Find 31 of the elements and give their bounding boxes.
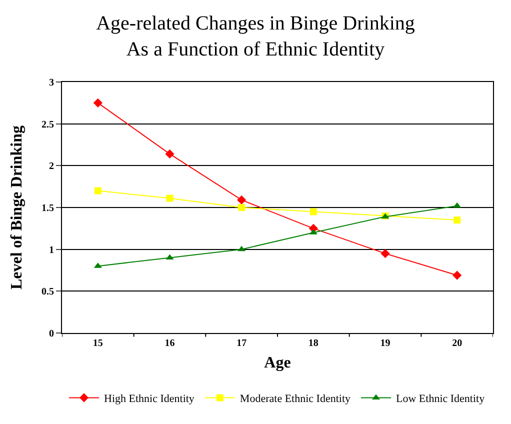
x-tick-label: 19 xyxy=(380,338,390,349)
point xyxy=(453,202,462,208)
point xyxy=(166,194,174,202)
x-tick-label: 15 xyxy=(92,338,103,349)
x-tick-label: 16 xyxy=(164,338,175,349)
chart-title: Age-related Changes in Binge Drinking As a Function of Ethnic Identity xyxy=(96,12,415,61)
point xyxy=(238,246,246,252)
point xyxy=(238,204,246,211)
legend-label: Low Ethnic Identity xyxy=(396,392,486,405)
y-tick-label: 1 xyxy=(49,244,54,256)
y-tick-label: 2.5 xyxy=(42,119,54,130)
point xyxy=(452,270,462,280)
x-tick-label: 17 xyxy=(236,338,247,349)
point xyxy=(454,216,461,224)
point xyxy=(94,187,102,194)
y-tick-label: 0.5 xyxy=(42,286,54,298)
point xyxy=(93,98,102,108)
y-tick-label: 2 xyxy=(49,161,54,172)
y-axis-title: Level of Binge Drinking xyxy=(8,125,26,290)
x-tick-label: 20 xyxy=(452,338,462,349)
point xyxy=(237,195,246,205)
y-tick-label: 3 xyxy=(49,78,54,88)
point xyxy=(310,208,317,216)
point xyxy=(165,149,174,158)
x-tick-label: 18 xyxy=(308,338,318,349)
legend-label: High Ethnic Identity xyxy=(104,392,195,405)
y-tick-label: 1.5 xyxy=(42,203,54,214)
y-tick-label: 0 xyxy=(49,328,54,340)
legend-label: Moderate Ethnic Identity xyxy=(240,392,351,405)
x-axis-title: Age xyxy=(264,354,291,372)
point xyxy=(380,248,390,258)
